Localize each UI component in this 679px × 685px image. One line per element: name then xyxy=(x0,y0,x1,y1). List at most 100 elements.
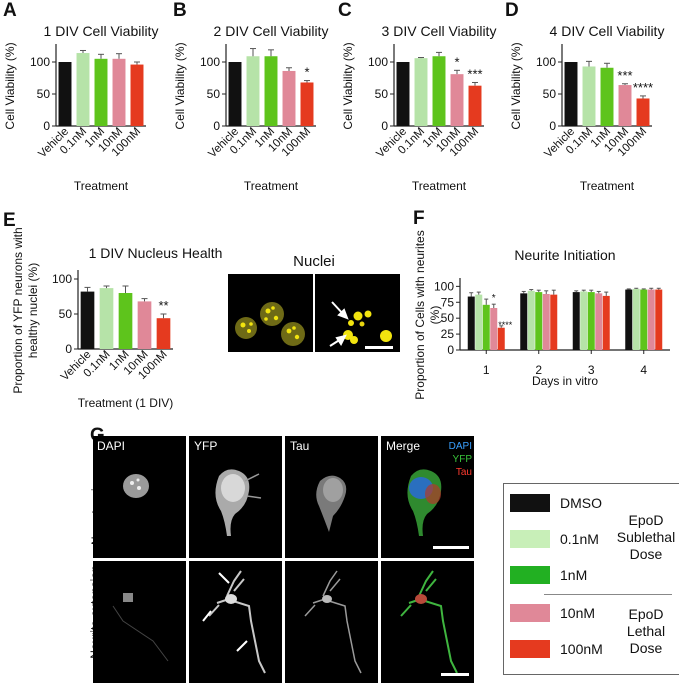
bar xyxy=(58,62,72,126)
micrograph-merge-neurite-extension xyxy=(381,561,474,683)
significance-label: * xyxy=(304,65,309,80)
bar xyxy=(618,85,632,126)
nucleus-healthy-1 xyxy=(235,317,257,339)
bar xyxy=(527,290,535,350)
bar xyxy=(94,58,108,126)
bar xyxy=(625,289,633,350)
panel-letter-a: A xyxy=(3,0,17,21)
y-tick-label: 50 xyxy=(207,87,221,101)
nuclei-label: Nuclei xyxy=(293,253,335,270)
bar xyxy=(228,62,242,126)
micrograph-dapi-neurite-extension xyxy=(93,561,186,683)
x-axis-label: Treatment xyxy=(412,179,467,193)
chart-title: 1 DIV Cell Viability xyxy=(44,23,159,39)
significance-label: * xyxy=(492,293,496,304)
legend-swatch xyxy=(510,640,550,658)
chart-title: 3 DIV Cell Viability xyxy=(382,23,497,39)
y-tick-label: 50 xyxy=(543,87,557,101)
y-tick-label: 0 xyxy=(43,119,50,133)
bar xyxy=(76,53,90,126)
chart-nucleus-health: 1 DIV Nucleus Health Proportion of YFP ne… xyxy=(11,227,223,410)
y-axis-label: Cell Viability (%) xyxy=(509,42,523,129)
bar xyxy=(396,62,410,126)
micrograph-merge-no-extension xyxy=(381,436,474,558)
y-tick-label: 0 xyxy=(65,342,72,356)
micrograph-yfp-neurite-extension xyxy=(189,561,282,683)
chart-4div-viability: 4 DIV Cell Viability Cell Viability (%) 0 5… xyxy=(509,23,665,193)
bar xyxy=(636,98,650,126)
x-tick-label: 3 xyxy=(588,363,595,377)
legend-item: 10nM xyxy=(510,602,595,624)
y-tick-label: 0 xyxy=(213,119,220,133)
y-tick-label: 25 xyxy=(441,327,455,341)
bar xyxy=(432,56,446,126)
panel-letter-d: D xyxy=(505,0,519,21)
chart-title: 4 DIV Cell Viability xyxy=(550,23,665,39)
x-axis-label: Treatment xyxy=(244,179,299,193)
legend-swatch xyxy=(510,604,550,622)
legend-group-sublethal: EpoD Sublethal Dose xyxy=(616,512,676,562)
chart-neurite-initiation: Neurite Initiation Proportion of Cells wi… xyxy=(413,230,670,400)
bar xyxy=(246,56,260,126)
column-label-dapi: DAPI xyxy=(97,439,126,453)
y-axis-label-line: (%) xyxy=(428,306,442,325)
panel-letter-c: C xyxy=(338,0,352,21)
bar xyxy=(655,289,663,350)
y-tick-label: 100 xyxy=(30,55,50,69)
bar xyxy=(468,85,482,126)
arrow-icon xyxy=(329,301,349,347)
merge-channel-key: DAPI YFP Tau xyxy=(448,440,472,479)
y-tick-label: 100 xyxy=(434,279,454,293)
nucleus-healthy-2 xyxy=(260,302,284,326)
bar xyxy=(602,295,610,350)
significance-label: **** xyxy=(498,320,513,330)
bar xyxy=(550,294,558,350)
chart-2div-viability: 2 DIV Cell Viability Cell Viability (%) 0 5… xyxy=(173,23,329,193)
bar xyxy=(647,289,655,350)
merge-key-tau: Tau xyxy=(455,467,472,478)
chart-title: Neurite Initiation xyxy=(514,247,615,263)
bar xyxy=(450,74,464,126)
legend-item: 0.1nM xyxy=(510,528,599,550)
bar xyxy=(475,294,483,350)
bar xyxy=(137,301,152,349)
nuclei-micrograph xyxy=(228,274,400,352)
y-tick-label: 0 xyxy=(447,343,454,357)
legend-divider xyxy=(544,594,672,595)
x-tick-label: 4 xyxy=(640,363,647,377)
y-tick-label: 0 xyxy=(549,119,556,133)
y-tick-label: 50 xyxy=(441,311,455,325)
y-axis-label: Proportion of YFP neurons withhealthy nu… xyxy=(11,227,40,393)
nucleus-healthy-3 xyxy=(281,322,305,346)
bar xyxy=(467,296,475,350)
bar xyxy=(112,58,126,126)
x-tick-label: 1 xyxy=(483,363,490,377)
bar xyxy=(542,294,550,350)
y-axis-label: Proportion of Cells with neurites(%) xyxy=(413,230,442,399)
y-axis-label-line: Proportion of YFP neurons with xyxy=(11,227,25,393)
y-axis-label-line: Proportion of Cells with neurites xyxy=(413,230,427,399)
y-tick-label: 0 xyxy=(381,119,388,133)
bar xyxy=(99,288,114,349)
y-axis-label-line: healthy nuclei (%) xyxy=(26,263,40,358)
bar xyxy=(282,70,296,126)
legend-group-lethal: EpoD Lethal Dose xyxy=(626,606,666,656)
bar xyxy=(156,318,171,349)
chart-title: 1 DIV Nucleus Health xyxy=(89,245,223,261)
bar xyxy=(118,293,133,349)
bar xyxy=(80,291,95,349)
legend-swatch xyxy=(510,566,550,584)
bar xyxy=(490,308,498,350)
y-tick-label: 75 xyxy=(441,295,455,309)
chart-3div-viability: 3 DIV Cell Viability Cell Viability (%) 0 5… xyxy=(341,23,497,193)
x-axis-label: Treatment xyxy=(74,179,129,193)
chart-title: 2 DIV Cell Viability xyxy=(214,23,329,39)
significance-label: **** xyxy=(633,80,653,95)
y-tick-label: 50 xyxy=(59,307,73,321)
y-axis-label: Cell Viability (%) xyxy=(341,42,355,129)
bar xyxy=(564,62,578,126)
significance-label: * xyxy=(454,54,459,69)
column-label-merge: Merge xyxy=(386,439,421,453)
y-tick-label: 50 xyxy=(37,87,51,101)
bar xyxy=(595,293,603,350)
